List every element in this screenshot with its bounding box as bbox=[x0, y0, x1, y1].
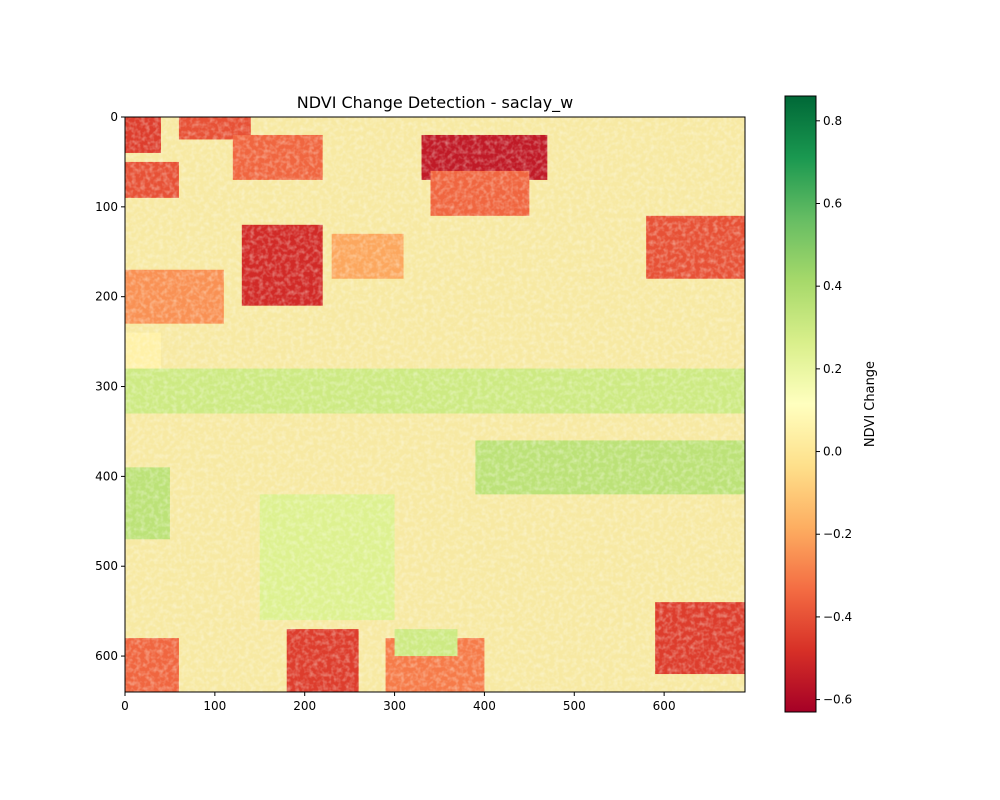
colorbar-frame bbox=[784, 95, 817, 713]
y-tick-label: 600 bbox=[95, 649, 118, 663]
colorbar-tick-label: 0.8 bbox=[823, 114, 842, 128]
x-tick-label: 0 bbox=[121, 699, 129, 713]
colorbar-tick-label: 0.4 bbox=[823, 279, 842, 293]
colorbar bbox=[785, 96, 816, 712]
y-tick-label: 300 bbox=[95, 380, 118, 394]
colorbar-tick-label: 0.0 bbox=[823, 445, 842, 459]
x-axis: 0 100 200 300 400 500 600 bbox=[121, 692, 676, 713]
y-tick-label: 200 bbox=[95, 290, 118, 304]
chart-title: NDVI Change Detection - saclay_w bbox=[297, 93, 574, 113]
x-tick-label: 600 bbox=[653, 699, 676, 713]
x-tick-label: 200 bbox=[293, 699, 316, 713]
y-tick-label: 100 bbox=[95, 200, 118, 214]
colorbar-tick-label: −0.2 bbox=[823, 527, 852, 541]
x-tick-label: 100 bbox=[203, 699, 226, 713]
x-tick-label: 400 bbox=[473, 699, 496, 713]
y-tick-label: 0 bbox=[110, 110, 118, 124]
colorbar-tick-label: −0.4 bbox=[823, 610, 852, 624]
heatmap-texture bbox=[125, 117, 745, 692]
x-tick-label: 500 bbox=[563, 699, 586, 713]
x-tick-label: 300 bbox=[383, 699, 406, 713]
y-tick-label: 400 bbox=[95, 469, 118, 483]
plot-frame bbox=[124, 116, 746, 693]
colorbar-axis: −0.6 −0.4 −0.2 0.0 0.2 0.4 0.6 0.8 bbox=[816, 114, 852, 707]
ndvi-heatmap bbox=[125, 117, 745, 692]
y-tick-label: 500 bbox=[95, 559, 118, 573]
colorbar-tick-label: 0.2 bbox=[823, 362, 842, 376]
y-axis: 0 100 200 300 400 500 600 bbox=[95, 110, 125, 663]
colorbar-tick-label: 0.6 bbox=[823, 196, 842, 210]
colorbar-tick-label: −0.6 bbox=[823, 693, 852, 707]
colorbar-label: NDVI Change bbox=[863, 361, 878, 447]
